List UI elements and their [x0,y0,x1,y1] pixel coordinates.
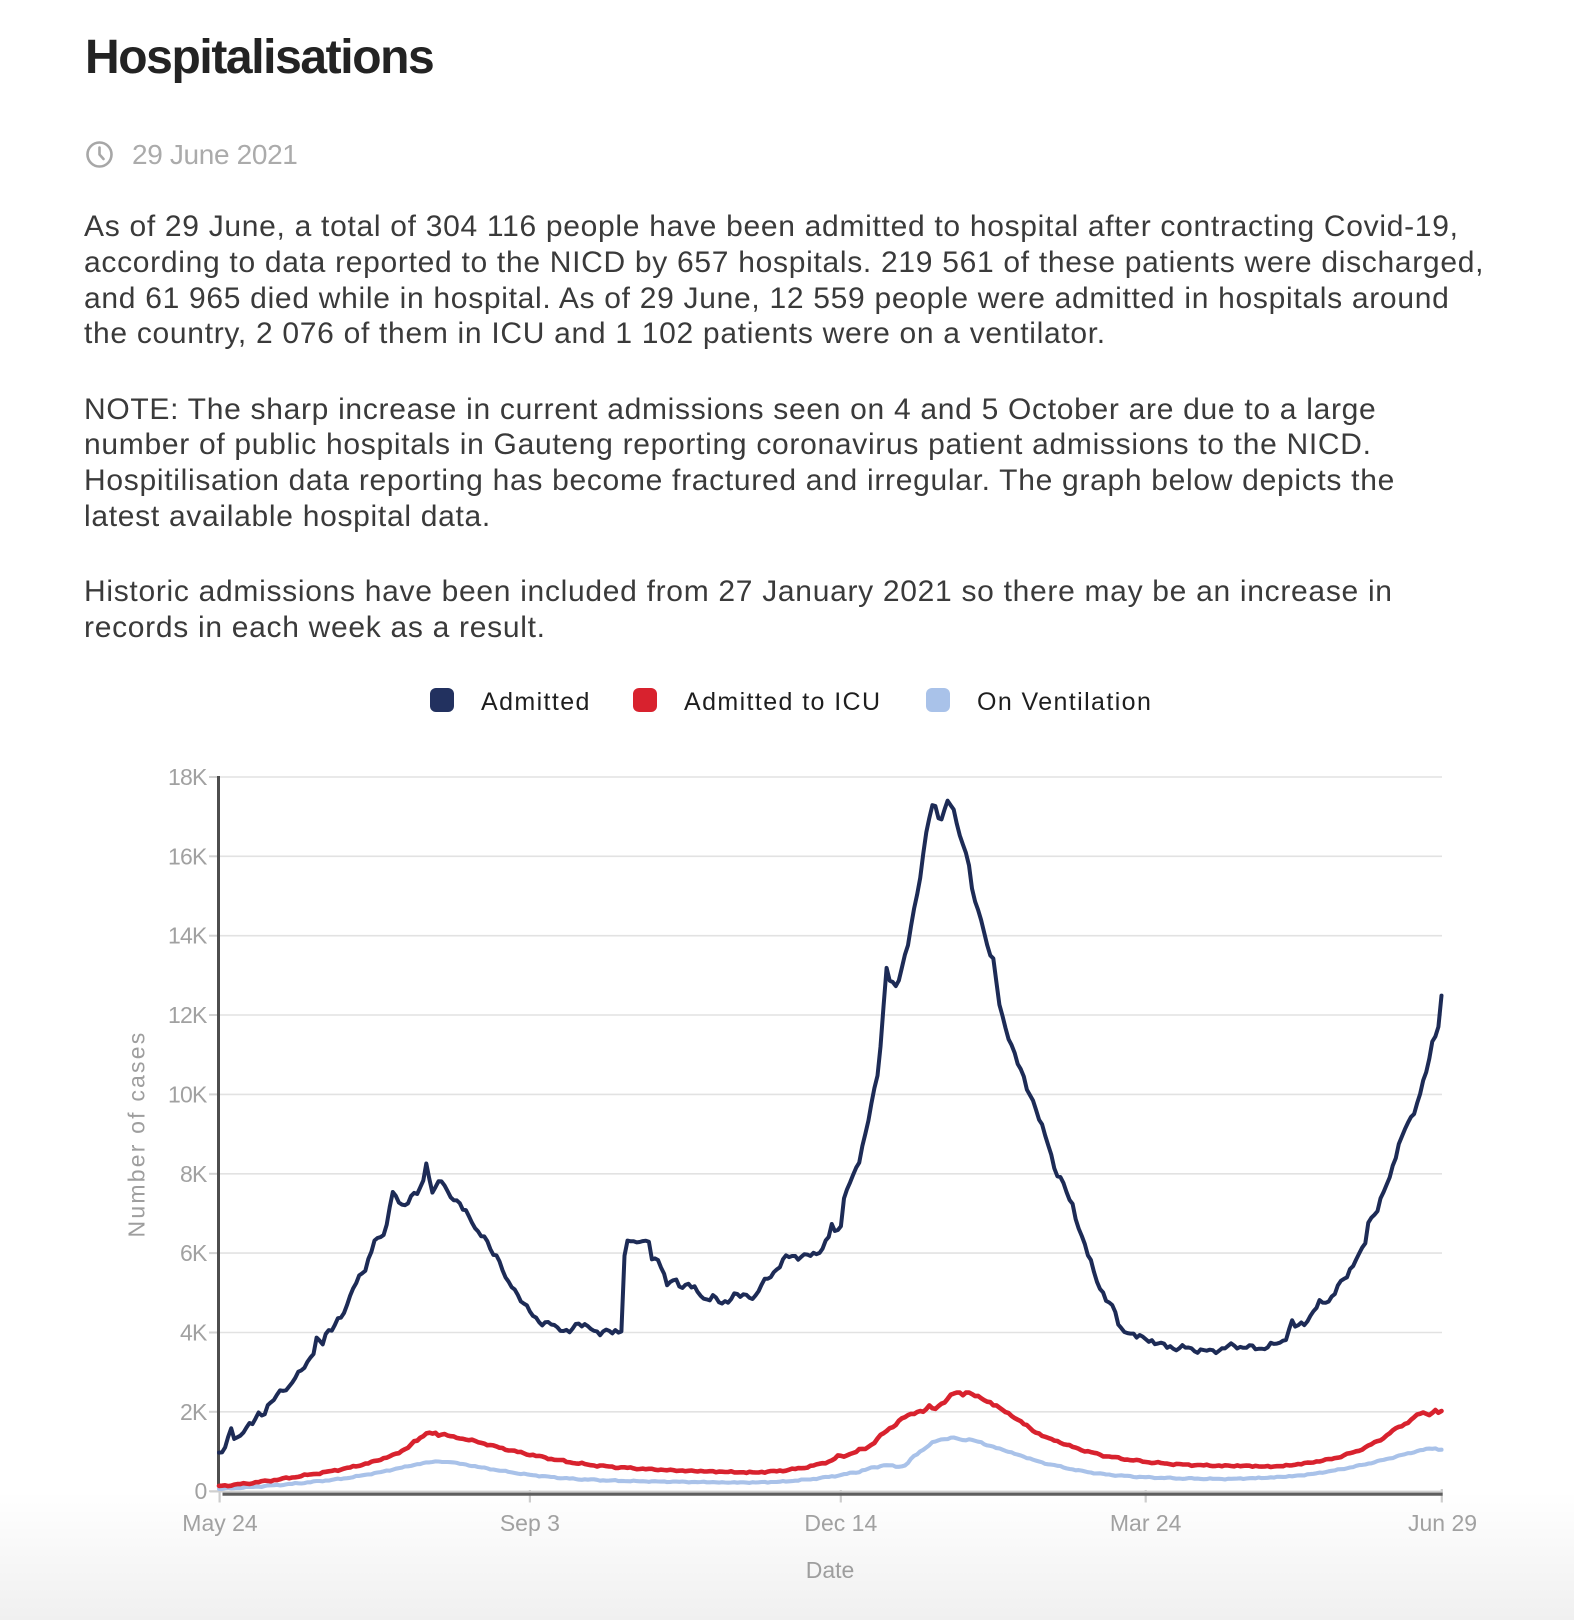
svg-text:8K: 8K [180,1161,208,1187]
svg-text:18K: 18K [168,764,208,790]
svg-text:Jun 29: Jun 29 [1408,1510,1477,1536]
svg-text:12K: 12K [168,1002,208,1028]
svg-text:14K: 14K [168,923,208,949]
svg-text:Date: Date [806,1557,855,1583]
svg-text:Dec 14: Dec 14 [804,1510,877,1536]
svg-text:16K: 16K [168,843,208,869]
svg-text:6K: 6K [180,1240,208,1266]
svg-text:Number of cases: Number of cases [124,1031,150,1238]
svg-text:0: 0 [195,1478,207,1504]
svg-text:2K: 2K [180,1399,208,1425]
svg-text:4K: 4K [180,1320,208,1346]
svg-text:Sep 3: Sep 3 [500,1510,560,1536]
svg-text:May 24: May 24 [182,1510,258,1536]
svg-text:10K: 10K [168,1081,208,1107]
svg-text:Mar 24: Mar 24 [1110,1510,1182,1536]
